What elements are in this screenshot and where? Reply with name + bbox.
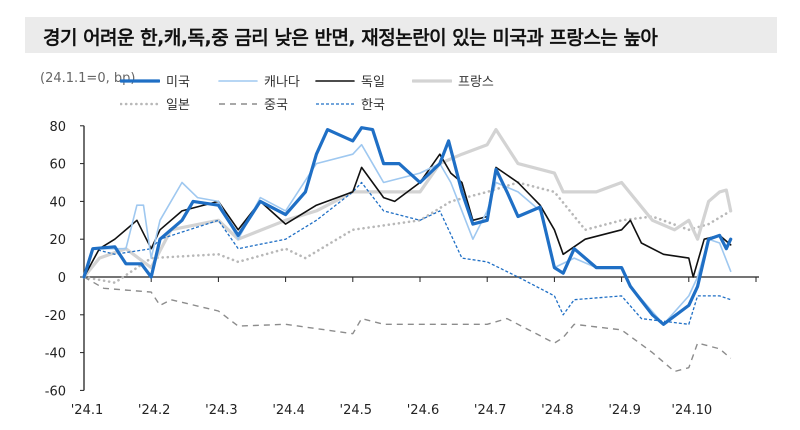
y-tick-label: -40: [45, 347, 66, 362]
x-tick-label: '24.1: [71, 403, 104, 418]
x-tick-label: '24.6: [407, 403, 440, 418]
legend-swatch: [316, 102, 354, 105]
legend-item: 일본: [120, 94, 190, 113]
y-tick-label: 20: [49, 233, 66, 248]
x-tick-label: '24.5: [340, 403, 373, 418]
y-tick-label: -20: [45, 309, 66, 324]
legend-item: 중국: [218, 94, 288, 113]
x-tick-label: '24.7: [474, 403, 507, 418]
legend-swatch: [412, 78, 452, 83]
series-line-0: [82, 126, 733, 326]
y-tick-label: -60: [45, 384, 66, 399]
series-line-3: [82, 128, 733, 279]
x-tick-label: '24.3: [205, 403, 238, 418]
legend-label: 중국: [264, 98, 288, 113]
legend-label: 미국: [166, 75, 190, 90]
legend-item: 한국: [315, 94, 385, 113]
legend-label: 프랑스: [458, 75, 494, 90]
legend-item: 프랑스: [412, 71, 494, 90]
series-line-2: [83, 153, 732, 278]
y-tick-label: 40: [49, 195, 66, 210]
x-tick-label: '24.2: [138, 403, 171, 418]
unit-note: (24.1.1=0, bp): [40, 71, 136, 86]
y-tick-label: 60: [49, 158, 66, 173]
legend-item: 독일: [315, 71, 385, 90]
legend-swatch: [218, 79, 258, 82]
legend-label: 일본: [166, 98, 190, 113]
y-tick-label: 0: [58, 271, 66, 286]
legend-swatch: [120, 102, 160, 105]
chart-title: 경기 어려운 한,캐,독,중 금리 낮은 반면, 재정논란이 있는 미국과 프랑…: [43, 27, 658, 49]
legend-label: 한국: [361, 98, 385, 113]
legend-label: 캐나다: [264, 75, 300, 90]
series-line-6: [83, 181, 731, 325]
x-tick-label: '24.9: [608, 403, 641, 418]
legend-swatch: [315, 79, 355, 82]
legend-item: 미국: [120, 71, 190, 90]
legend-item: 캐나다: [218, 71, 300, 90]
legend-label: 독일: [361, 75, 385, 90]
x-tick-label: '24.10: [671, 403, 712, 418]
legend-swatch: [120, 78, 160, 83]
series-line-4: [82, 181, 732, 284]
title-bar: 경기 어려운 한,캐,독,중 금리 낮은 반면, 재정논란이 있는 미국과 프랑…: [25, 17, 777, 53]
x-tick-label: '24.4: [272, 403, 305, 418]
x-tick-label: '24.8: [541, 403, 574, 418]
y-tick-label: 80: [49, 120, 66, 135]
